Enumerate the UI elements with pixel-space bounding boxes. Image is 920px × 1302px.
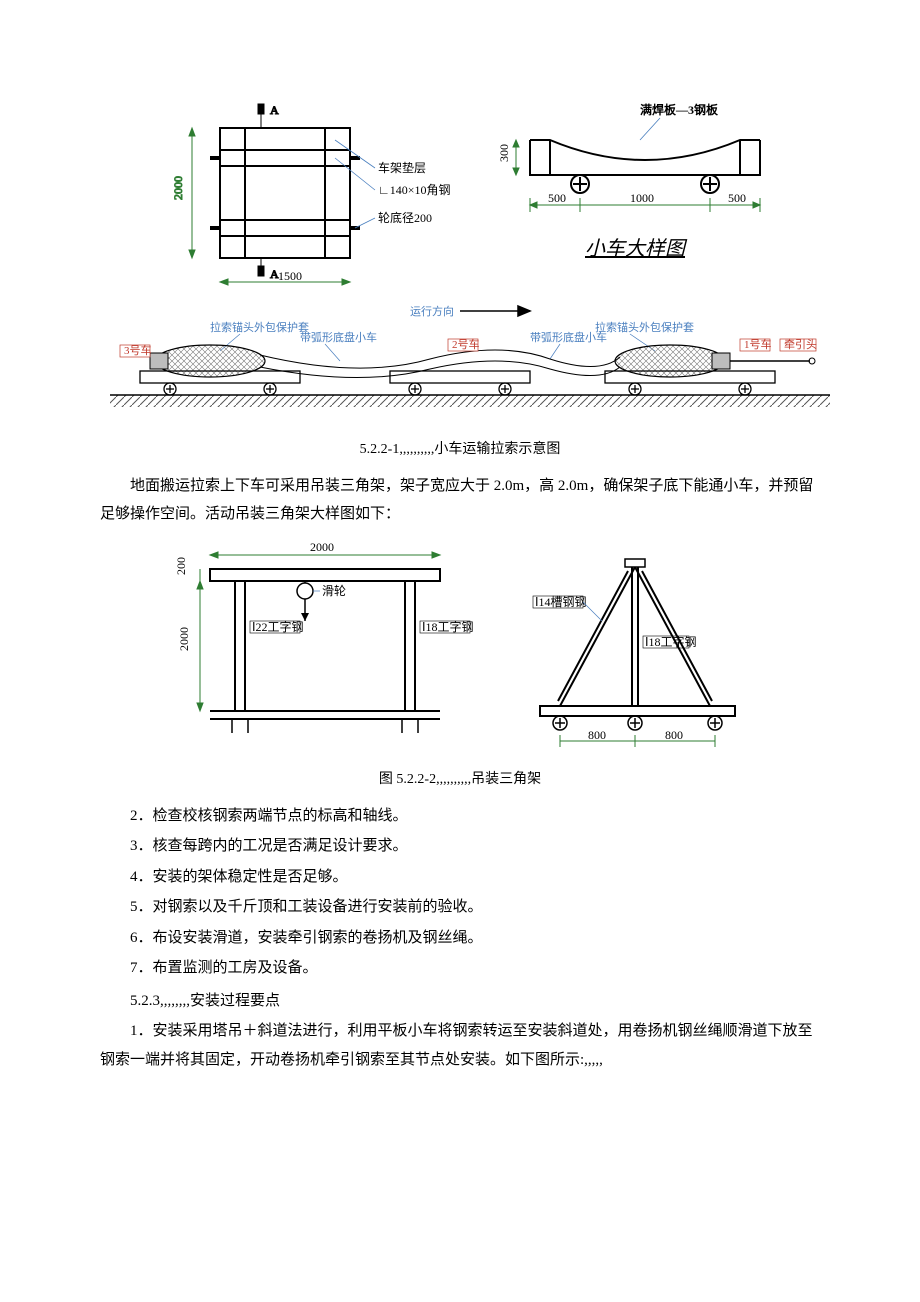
car3-tag: 3号车 <box>124 343 152 357</box>
section-mark-bot: A <box>270 267 279 281</box>
label-deck: 车架垫层 <box>378 160 426 175</box>
item-4: 4．安装的架体稳定性是否足够。 <box>100 863 820 892</box>
item-7: 7．布置监测的工房及设备。 <box>100 954 820 983</box>
car1-tag: 1号车 <box>744 337 772 351</box>
figure-1-assembly: 运行方向 拉索锚头外包保护套 带弧形底盘小车 拉索锚头外包保护套 带弧形底盘小车 <box>100 301 820 432</box>
dim-1000: 1000 <box>630 191 654 205</box>
dim-800a: 800 <box>588 728 606 742</box>
cart-detail-title: 小车大样图 <box>585 238 688 260</box>
channel-label: Ⅰ14槽钢钢 <box>535 595 587 609</box>
cart-plan-detail-svg: A <box>110 90 810 290</box>
section-mark-top: A <box>270 103 279 117</box>
dim-500b: 500 <box>728 191 746 205</box>
dim-300: 300 <box>497 144 511 162</box>
label-angle: ∟140×10角钢 <box>378 183 451 197</box>
label-axle: 轮底径200 <box>378 210 432 225</box>
label-weld: 满焊板—3钢板 <box>640 102 719 117</box>
item-3: 3．核查每跨内的工况是否满足设计要求。 <box>100 832 820 861</box>
item-6: 6．布设安装滑道，安装牵引钢索的卷扬机及钢丝绳。 <box>100 924 820 953</box>
cart-assembly-svg: 运行方向 拉索锚头外包保护套 带弧形底盘小车 拉索锚头外包保护套 带弧形底盘小车 <box>100 301 840 421</box>
dim-2000-v: 2000 <box>171 176 185 200</box>
pulley-label: 滑轮 <box>322 584 346 598</box>
curved-cart-r: 带弧形底盘小车 <box>530 330 607 344</box>
fig1-caption: 5.2.2-1,,,,,,,,,,小车运输拉索示意图 <box>100 437 820 464</box>
sleeve-label-r: 拉索锚头外包保护套 <box>595 320 694 334</box>
curved-cart-l: 带弧形底盘小车 <box>300 330 377 344</box>
pullhead-tag: 牵引头 <box>784 337 817 351</box>
figure-1-top-row: A <box>100 90 820 301</box>
dim-500a: 500 <box>548 191 566 205</box>
direction-label: 运行方向 <box>410 304 454 318</box>
sleeve-label-l: 拉索锚头外包保护套 <box>210 320 309 334</box>
dim-200: 200 <box>174 557 188 575</box>
section-5-2-3: 5.2.3,,,,,,,,安装过程要点 <box>100 987 820 1016</box>
item-2: 2．检查校核钢索两端节点的标高和轴线。 <box>100 802 820 831</box>
fig2-caption: 图 5.2.2-2,,,,,,,,,,吊装三角架 <box>100 767 820 794</box>
dim-1500: 1500 <box>278 269 302 283</box>
dim-2000-w: 2000 <box>310 540 334 554</box>
item-5: 5．对钢索以及千斤顶和工装设备进行安装前的验收。 <box>100 893 820 922</box>
figure-2: 200 2000 <box>100 531 820 762</box>
car2-tag: 2号车 <box>452 337 480 351</box>
dim-2000-h: 2000 <box>177 627 191 651</box>
dim-800b: 800 <box>665 728 683 742</box>
tripod-svg: 200 2000 <box>140 531 780 751</box>
paragraph-1: 地面搬运拉索上下车可采用吊装三角架，架子宽应大于 2.0m，高 2.0m，确保架… <box>100 472 820 529</box>
paragraph-2: 1．安装采用塔吊＋斜道法进行，利用平板小车将钢索转运至安装斜道处，用卷扬机钢丝绳… <box>100 1017 820 1074</box>
